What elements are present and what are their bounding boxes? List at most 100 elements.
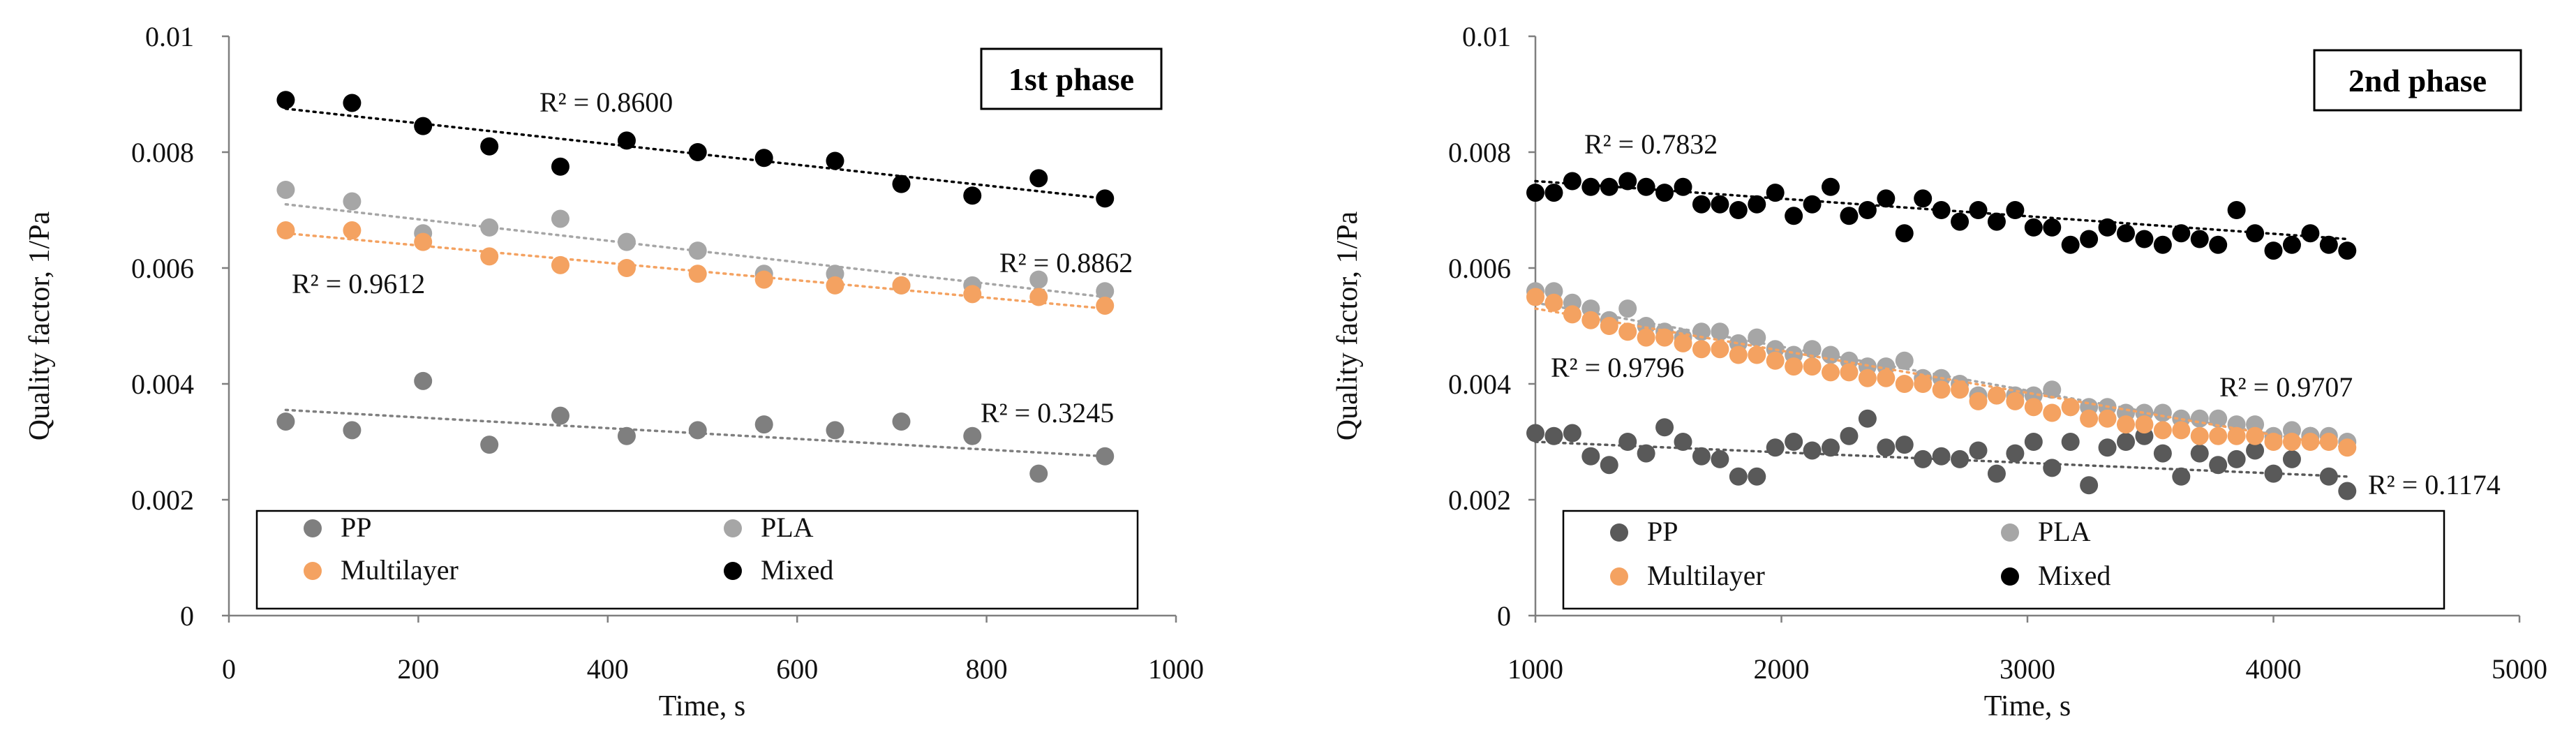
multilayer-point: [2264, 433, 2283, 451]
pp-point: [2061, 433, 2080, 451]
mixed-point: [1969, 201, 1988, 219]
pla-point: [1822, 345, 1840, 364]
pp-point: [1544, 426, 1563, 445]
mixed-point: [1785, 207, 1803, 225]
multilayer-point: [414, 232, 433, 251]
pp-r2-label: R² = 0.1174: [2368, 469, 2501, 500]
multilayer-trendline: [1534, 307, 2348, 449]
mixed-point: [1766, 184, 1785, 202]
y-tick-label: 0.006: [131, 253, 194, 284]
y-tick-label: 0: [1497, 600, 1511, 632]
mixed-point: [551, 157, 569, 176]
mixed-point: [617, 131, 636, 150]
y-axis-title: Quality factor, 1/Pa: [1332, 211, 1364, 440]
phase-label-box: [2313, 49, 2522, 112]
multilayer-point: [892, 276, 911, 295]
y-tick-label: 0.002: [1448, 484, 1511, 516]
mixed-point: [1563, 172, 1581, 191]
pp-point: [343, 421, 362, 440]
mixed-point: [1803, 195, 1822, 214]
pla-point: [1029, 270, 1048, 289]
pp-point: [2153, 444, 2172, 463]
pp-point: [551, 406, 569, 425]
pp-point: [1563, 424, 1581, 443]
multilayer-legend-marker: [304, 562, 322, 580]
mixed-point: [343, 94, 362, 112]
pp-point: [2246, 441, 2265, 460]
pp-point: [1748, 467, 1766, 486]
multilayer-point: [754, 270, 773, 289]
multilayer-point: [2190, 426, 2209, 445]
pp-point: [2319, 467, 2338, 486]
x-tick-label: 800: [966, 653, 1008, 685]
y-tick-label: 0: [180, 600, 194, 632]
phase-label-box: [980, 47, 1163, 110]
pp-point: [1526, 424, 1544, 443]
multilayer-point: [2338, 438, 2357, 457]
pp-point: [754, 415, 773, 434]
y-tick-label: 0.002: [131, 484, 194, 516]
multilayer-point: [2227, 426, 2246, 445]
mixed-point: [2117, 224, 2135, 243]
multilayer-point: [1803, 357, 1822, 376]
pp-point: [892, 412, 911, 431]
multilayer-point: [2061, 398, 2080, 417]
multilayer-point: [2301, 433, 2320, 451]
multilayer-point: [2024, 398, 2043, 417]
pla-point: [551, 209, 569, 228]
x-tick-label: 400: [587, 653, 629, 685]
multilayer-point: [1766, 351, 1785, 370]
multilayer-point: [1674, 334, 1692, 352]
pla-point: [480, 218, 499, 237]
mixed-point: [1914, 189, 1933, 208]
multilayer-point: [1029, 288, 1048, 306]
multilayer-point: [1526, 288, 1544, 306]
pla-point: [2043, 380, 2062, 399]
multilayer-point: [617, 259, 636, 277]
pp-point: [826, 421, 844, 440]
multilayer-point: [1563, 305, 1581, 324]
pla-point: [2190, 409, 2209, 428]
x-tick-label: 3000: [2000, 653, 2055, 685]
mixed-point: [2282, 235, 2301, 254]
multilayer-point: [1914, 375, 1933, 393]
pla-point: [343, 192, 362, 211]
mixed-point: [1600, 177, 1618, 196]
multilayer-legend-label: Multilayer: [341, 554, 459, 586]
mixed-legend-label: Mixed: [2038, 560, 2110, 591]
pp-point: [2080, 476, 2099, 495]
pp-point: [1618, 433, 1637, 451]
pp-legend-marker: [304, 519, 322, 537]
multilayer-point: [1822, 363, 1840, 382]
pla-r2-label: R² = 0.8862: [999, 247, 1133, 278]
multilayer-point: [1987, 386, 2006, 405]
x-tick-label: 5000: [2492, 653, 2547, 685]
multilayer-point: [1729, 345, 1748, 364]
multilayer-point: [1618, 322, 1637, 341]
multilayer-point: [2006, 392, 2025, 410]
mixed-point: [1029, 169, 1048, 188]
mixed-point: [1526, 184, 1544, 202]
pp-point: [1600, 456, 1618, 475]
multilayer-point: [2172, 421, 2191, 440]
pla-point: [1096, 282, 1115, 301]
mixed-point: [1748, 195, 1766, 214]
mixed-point: [1895, 224, 1914, 243]
pp-trendline: [284, 408, 1106, 458]
multilayer-point: [2043, 403, 2062, 422]
chart-panel-2nd-phase: 0 0.002 0.004 0.006 0.008 0.01 1000 2000 3000 400…: [1332, 21, 2547, 722]
mixed-point: [963, 186, 982, 205]
y-tick-label: 0.004: [1448, 369, 1511, 400]
multilayer-point: [2135, 415, 2154, 434]
mixed-point: [1822, 177, 1840, 196]
multilayer-point: [1581, 311, 1600, 329]
pp-point: [1096, 447, 1115, 466]
multilayer-point: [826, 276, 844, 295]
x-axis-title: Time, s: [1984, 690, 2071, 722]
pp-point: [1877, 438, 1896, 457]
pla-point: [1748, 328, 1766, 347]
y-tick-label: 0.008: [1448, 137, 1511, 168]
pla-r2-label: R² = 0.9707: [2219, 371, 2353, 403]
multilayer-point: [1951, 380, 1970, 399]
pla-point: [1895, 351, 1914, 370]
